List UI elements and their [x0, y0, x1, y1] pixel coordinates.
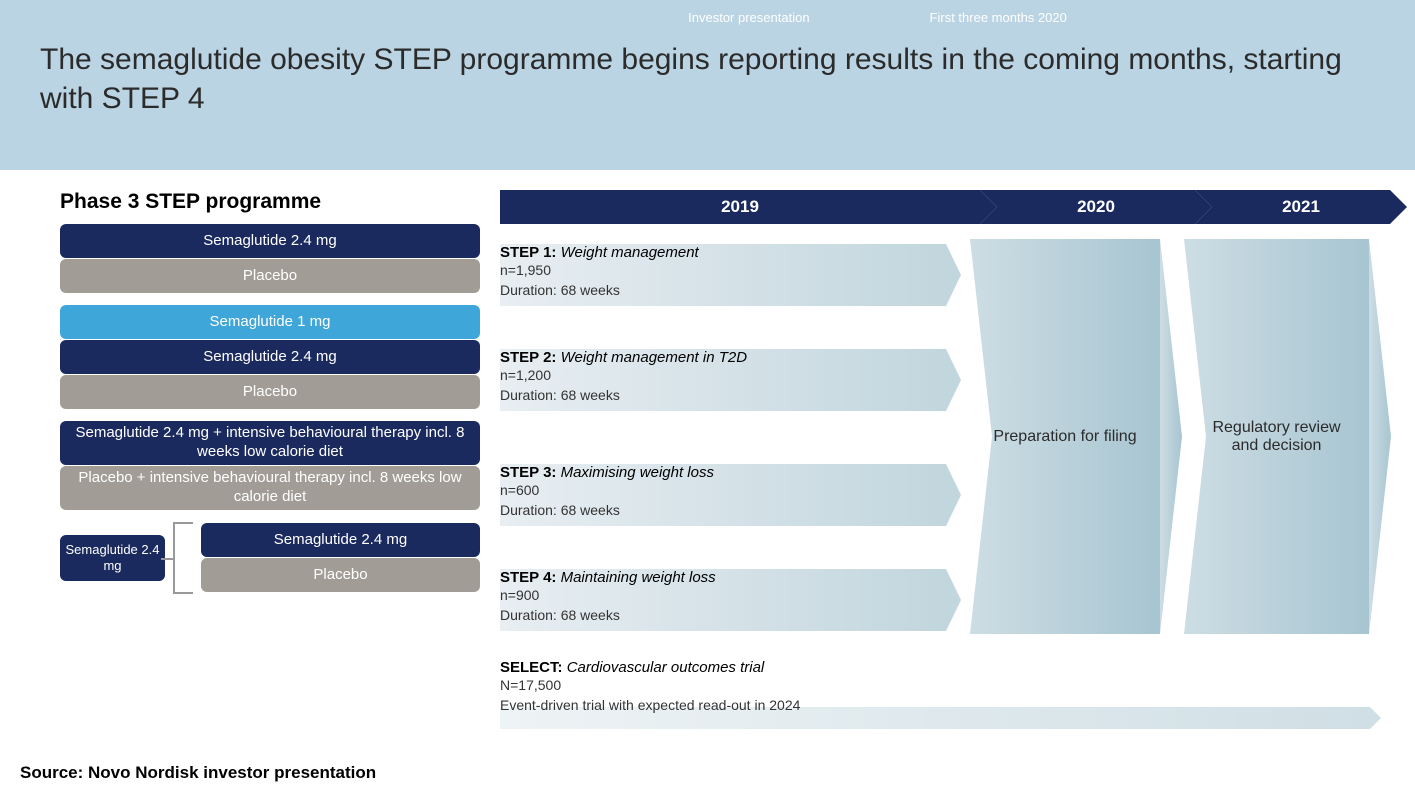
page-title: The semaglutide obesity STEP programme b…: [40, 40, 1375, 118]
trial-arm: Semaglutide 2.4 mg: [201, 523, 480, 557]
step-description: STEP 4: Maintaining weight loss n=900 Du…: [500, 569, 716, 625]
header-band: Investor presentation First three months…: [0, 0, 1415, 170]
trial-arm: Semaglutide 2.4 mg: [60, 535, 165, 581]
select-description: SELECT: Cardiovascular outcomes trial N=…: [500, 659, 800, 715]
source-line: Source: Novo Nordisk investor presentati…: [20, 763, 376, 783]
bracket-icon: [173, 522, 193, 594]
left-column: Phase 3 STEP programme Semaglutide 2.4 m…: [60, 190, 480, 689]
meta-left: Investor presentation: [688, 10, 809, 25]
trial-arm: Placebo + intensive behavioural therapy …: [60, 466, 480, 510]
subtitle: Phase 3 STEP programme: [60, 190, 480, 214]
trial-arm: Placebo: [60, 259, 480, 293]
phase-box: Regulatory review and decision: [1184, 239, 1369, 634]
step-description: STEP 2: Weight management in T2D n=1,200…: [500, 349, 747, 405]
trial-arm: Placebo: [201, 558, 480, 592]
trial-arm: Semaglutide 1 mg: [60, 305, 480, 339]
year-row: 201920202021: [500, 190, 1390, 224]
trial-arm: Semaglutide 2.4 mg + intensive behaviour…: [60, 421, 480, 465]
trial-arm: Semaglutide 2.4 mg: [60, 340, 480, 374]
right-column: 201920202021 STEP 1: Weight management n…: [500, 190, 1390, 689]
trial-arm: Semaglutide 2.4 mg: [60, 224, 480, 258]
header-meta: Investor presentation First three months…: [40, 10, 1375, 25]
year-chevron: 2021: [1195, 190, 1390, 224]
step-description: STEP 1: Weight management n=1,950 Durati…: [500, 244, 699, 300]
meta-right: First three months 2020: [930, 10, 1067, 25]
phase-box: Preparation for filing: [970, 239, 1160, 634]
phases-grid: STEP 1: Weight management n=1,950 Durati…: [500, 239, 1390, 689]
content: Phase 3 STEP programme Semaglutide 2.4 m…: [0, 170, 1415, 689]
year-chevron: 2020: [980, 190, 1195, 224]
trial-arm: Placebo: [60, 375, 480, 409]
step-description: STEP 3: Maximising weight loss n=600 Dur…: [500, 464, 714, 520]
year-chevron: 2019: [500, 190, 980, 224]
